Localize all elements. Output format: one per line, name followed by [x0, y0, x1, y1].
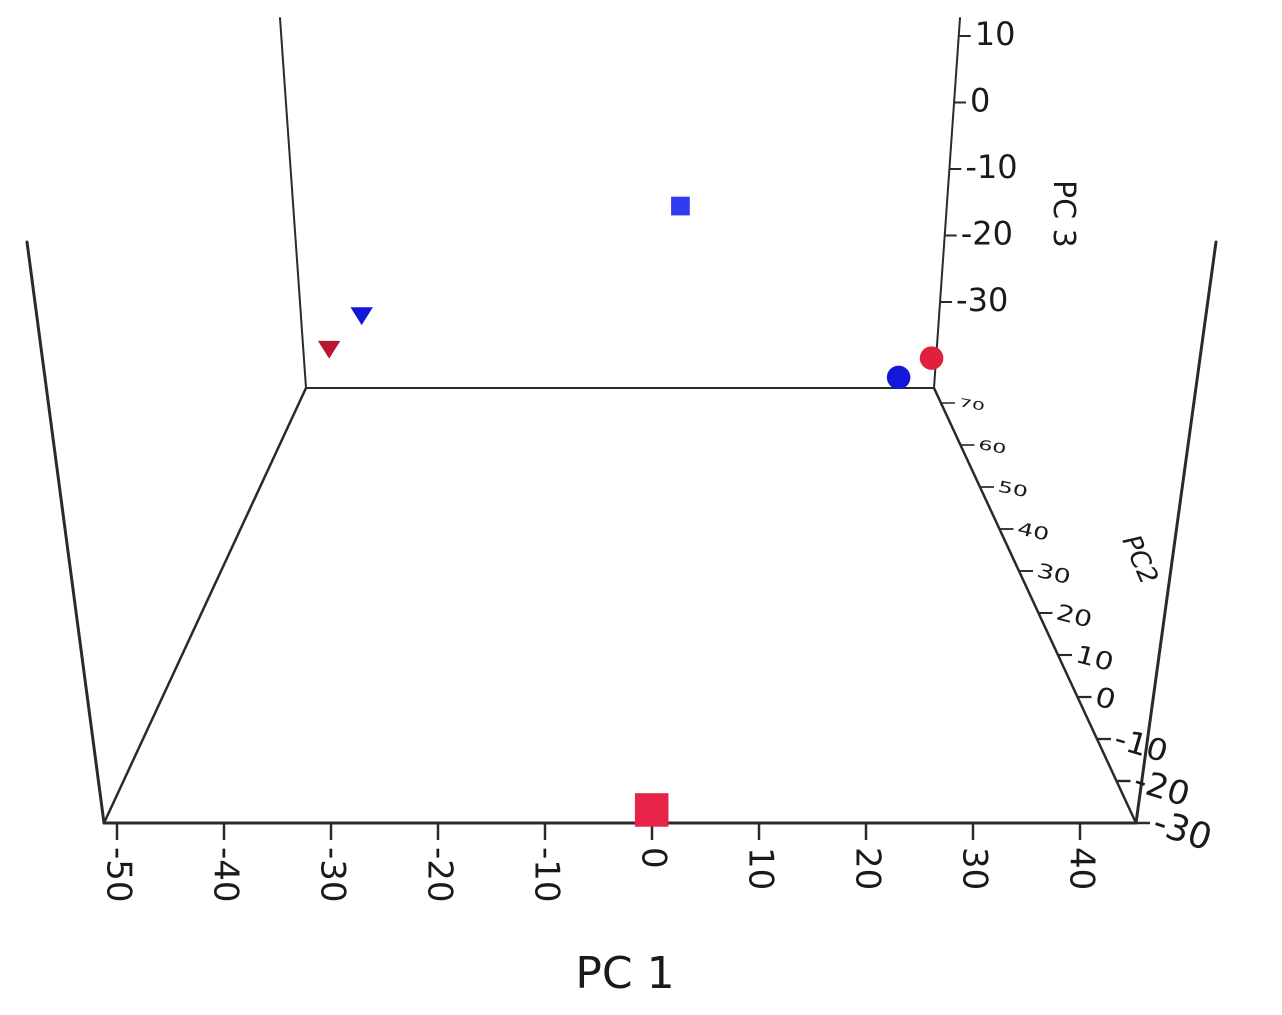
pc1-tick-label: 30	[955, 847, 995, 890]
pc1-tick-label: -50	[99, 847, 139, 903]
pc2-tick-label: 20	[1054, 599, 1095, 633]
pc3-axis: 10 0 -10 -20 -30 PC 3	[940, 15, 1081, 319]
pc1-axis-title: PC 1	[575, 948, 674, 999]
data-point-triangle	[350, 307, 373, 326]
vertical-front-right	[1134, 240, 1218, 825]
pc1-tick-label: 20	[848, 847, 888, 890]
data-point-circle	[919, 346, 944, 370]
floor-right-edge	[932, 386, 1138, 825]
pc2-tick-label: 0	[1092, 680, 1120, 716]
pc3-tick-label: 0	[970, 82, 990, 120]
axes-frame	[25, 17, 1218, 825]
vertical-back-left	[279, 17, 307, 389]
pc2-tick-label: 60	[977, 437, 1008, 458]
pc2-tick-label: -10	[1110, 722, 1171, 770]
pc2-tick-label: 70	[958, 396, 986, 414]
data-point-square	[634, 793, 669, 827]
pc1-tick-label: -40	[206, 847, 246, 903]
pc2-tick-label: 10	[1073, 641, 1117, 678]
data-point-triangle	[317, 340, 341, 359]
pc3-tick-label: -30	[956, 281, 1008, 319]
pc1-tick-label: 40	[1062, 847, 1102, 890]
floor-left-edge	[102, 386, 308, 825]
data-points	[317, 196, 944, 827]
pc1-tick-label: -10	[527, 847, 567, 903]
pc3-axis-title: PC 3	[1046, 180, 1081, 248]
pc1-axis: -50 -40 -30 -20 -10 0 10 20 30 40 PC 1	[99, 823, 1102, 999]
pc1-tick-label: -30	[313, 847, 353, 903]
pc1-tick-label: -20	[420, 847, 460, 903]
pc2-tick-label: 30	[1035, 558, 1074, 589]
pc2-tick-label: 40	[1015, 519, 1051, 546]
pc1-tick-label: 0	[634, 847, 674, 869]
pc3-tick-label: -20	[961, 215, 1013, 253]
pc3-tick-label: -10	[965, 148, 1017, 186]
pc3-tick-label: 10	[975, 15, 1016, 53]
pc2-tick-label: 50	[996, 477, 1029, 501]
pc2-axis-title: PC2	[1116, 531, 1164, 589]
data-point-square	[671, 196, 690, 216]
pc1-tick-label: 10	[741, 847, 781, 890]
vertical-front-left	[25, 240, 106, 825]
vertical-back-right	[933, 17, 961, 389]
data-point-circle	[886, 365, 911, 390]
